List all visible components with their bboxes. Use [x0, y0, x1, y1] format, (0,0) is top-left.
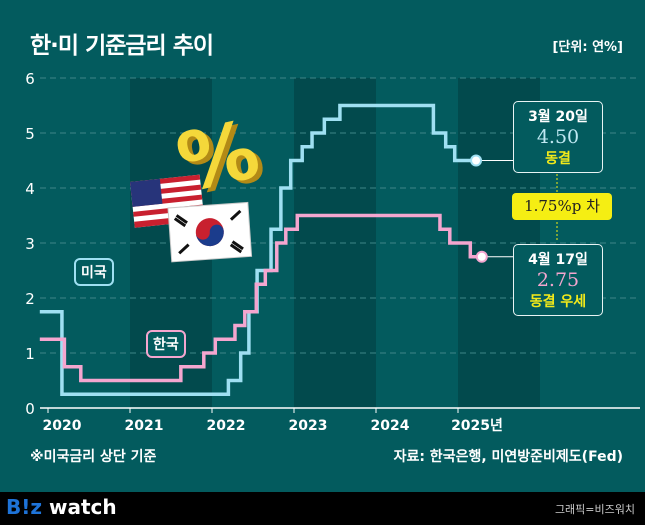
series-line-korea	[39, 213, 482, 383]
footer-bar: B!z watch 그래픽=비즈워치	[0, 492, 645, 525]
y-tick-label: 5	[25, 125, 35, 143]
page-title: 한·미 기준금리 추이	[30, 33, 214, 59]
us-callout: 3월 20일 4.50 동결	[513, 101, 603, 173]
us-callout-status: 동결	[545, 151, 571, 167]
y-tick-label: 4	[25, 180, 35, 198]
y-tick-label: 0	[25, 400, 35, 418]
x-tick-label: 2024	[371, 418, 410, 434]
source-note: 자료: 한국은행, 미연방준비제도(Fed)	[393, 449, 623, 465]
y-tick-label: 3	[25, 235, 35, 253]
bizwatch-logo: B!z watch	[6, 495, 117, 519]
kr-callout: 4월 17일 2.75 동결 우세	[513, 244, 603, 316]
x-tick-label: 2022	[207, 418, 246, 434]
y-tick-label: 1	[25, 345, 35, 363]
x-tick-label: 2025년	[451, 418, 503, 434]
us-callout-value: 4.50	[536, 126, 580, 148]
unit-label: [단위: 연%]	[552, 40, 623, 55]
rate-chart: 0 1 2 3 4 5 6 2020 2021 2022 2023 2024 2025년	[25, 70, 640, 434]
us-series-label: 미국	[74, 258, 114, 286]
us-callout-date: 3월 20일	[528, 109, 588, 125]
y-tick-label: 6	[25, 70, 35, 88]
x-tick-label: 2023	[289, 418, 328, 434]
kr-series-label: 한국	[146, 330, 186, 358]
rate-gap-badge: 1.75%p 차	[512, 193, 612, 220]
x-tick-label: 2021	[125, 418, 164, 434]
graphic-credit: 그래픽=비즈워치	[554, 503, 635, 516]
series-line-us	[39, 103, 477, 396]
kr-callout-status: 동결 우세	[529, 294, 587, 310]
kr-callout-date: 4월 17일	[528, 252, 588, 268]
series-end-dot	[475, 250, 488, 263]
y-tick-label: 2	[25, 290, 35, 308]
footnote: ※미국금리 상단 기준	[30, 449, 157, 465]
kr-callout-value: 2.75	[536, 269, 580, 291]
x-tick-label: 2020	[43, 418, 82, 434]
series-end-dot	[470, 154, 483, 167]
